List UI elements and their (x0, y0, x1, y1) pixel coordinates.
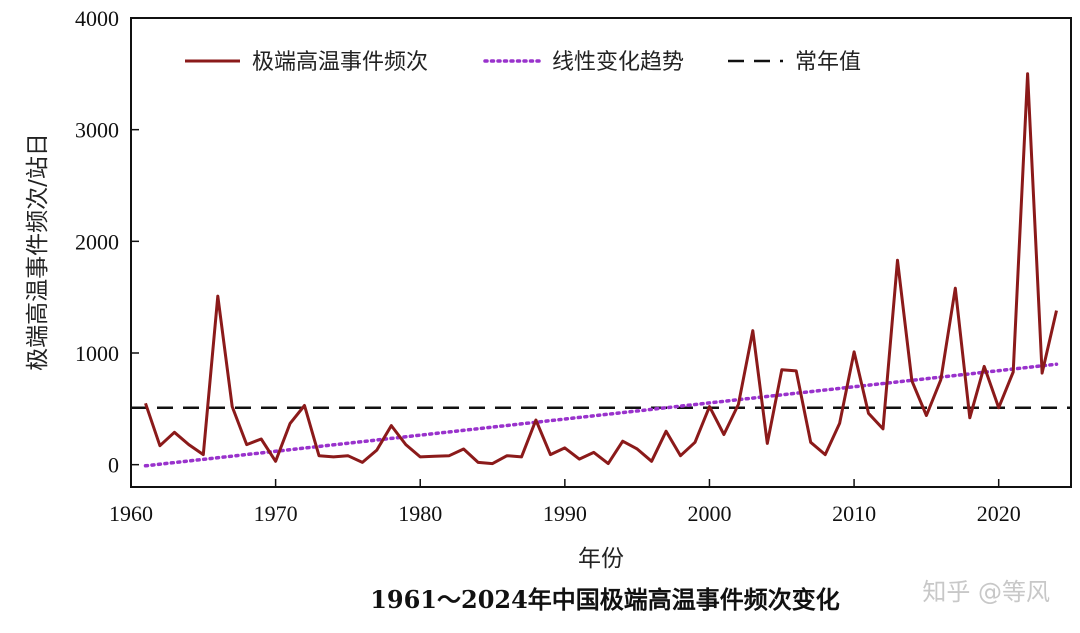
y-tick-label: 4000 (75, 6, 119, 31)
plot-frame (130, 17, 1072, 488)
x-tick-label: 2010 (832, 501, 876, 526)
series-line (144, 72, 1058, 466)
x-axis-title: 年份 (578, 546, 624, 572)
y-tick-label: 3000 (75, 118, 119, 143)
y-axis-title: 极端高温事件频次/站日 (25, 133, 51, 371)
legend: 极端高温事件频次 线性变化趋势 常年值 (185, 50, 861, 75)
x-tick-label: 2020 (977, 501, 1021, 526)
y-tick-label: 0 (108, 453, 119, 478)
chart-title: 1961～2024年中国极端高温事件频次变化 (370, 585, 840, 614)
y-tick-label: 2000 (75, 229, 119, 254)
x-tick-label: 1970 (254, 501, 298, 526)
x-tick-label: 1980 (398, 501, 442, 526)
series-layer (131, 72, 1071, 468)
axis-ticks: 1960 1970 1980 1990 2000 2010 2020 0 1000 2000 300… (75, 6, 1021, 526)
x-tick-label: 2000 (687, 501, 731, 526)
x-tick-label: 1990 (543, 501, 587, 526)
x-tick-label: 1960 (109, 501, 153, 526)
legend-label: 极端高温事件频次 (252, 50, 428, 75)
y-tick-label: 1000 (75, 341, 119, 366)
legend-label: 常年值 (795, 50, 861, 75)
legend-label: 线性变化趋势 (552, 50, 684, 75)
watermark-text: 知乎 @等风 (922, 578, 1050, 606)
series-line (143, 362, 1059, 468)
